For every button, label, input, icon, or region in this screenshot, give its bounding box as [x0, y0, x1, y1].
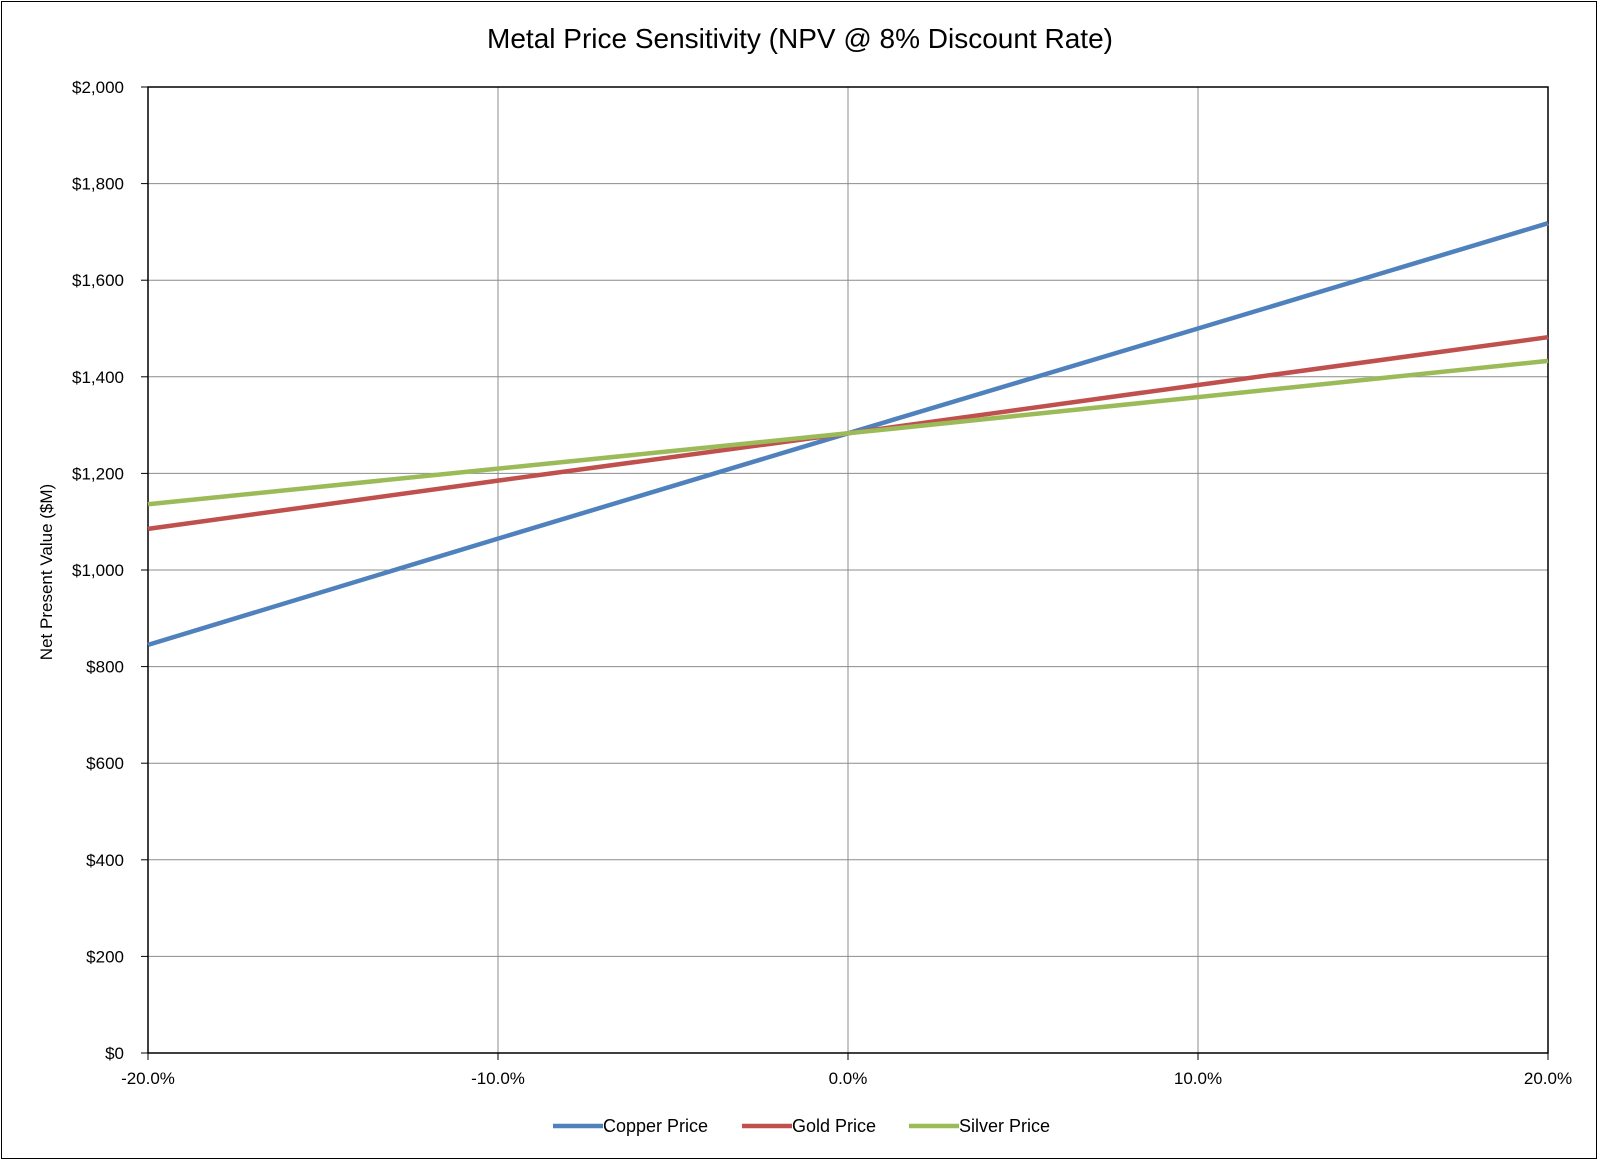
legend-label-gold-price: Gold Price — [792, 1116, 876, 1136]
y-tick-label: $0 — [105, 1044, 124, 1063]
grid — [147, 86, 1549, 1054]
y-tick-label: $1,200 — [72, 464, 124, 483]
x-tick-label: 0.0% — [829, 1069, 868, 1088]
x-axis-ticks: -20.0% -10.0% 0.0% 10.0% 20.0% — [121, 1053, 1572, 1088]
y-axis-label: Net Present Value ($M) — [37, 484, 56, 660]
y-axis-ticks: $0 $200 $400 $600 $800 $1,000 $1,200 $1,400 $1,6… — [72, 78, 148, 1063]
legend-label-copper-price: Copper Price — [603, 1116, 708, 1136]
y-tick-label: $1,800 — [72, 175, 124, 194]
x-tick-label: -20.0% — [121, 1069, 175, 1088]
y-tick-label: $200 — [86, 947, 124, 966]
chart-title: Metal Price Sensitivity (NPV @ 8% Discou… — [487, 23, 1113, 54]
series-lines — [147, 221, 1549, 648]
x-tick-label: -10.0% — [471, 1069, 525, 1088]
legend: Copper Price Gold Price Silver Price — [553, 1116, 1050, 1136]
y-tick-label: $1,000 — [72, 561, 124, 580]
y-tick-label: $1,600 — [72, 271, 124, 290]
series-line-silver-price — [147, 358, 1549, 507]
y-tick-label: $2,000 — [72, 78, 124, 97]
y-tick-label: $800 — [86, 658, 124, 677]
y-tick-label: $400 — [86, 851, 124, 870]
y-tick-label: $600 — [86, 754, 124, 773]
x-tick-label: 10.0% — [1174, 1069, 1222, 1088]
legend-label-silver-price: Silver Price — [959, 1116, 1050, 1136]
x-tick-label: 20.0% — [1524, 1069, 1572, 1088]
y-tick-label: $1,400 — [72, 368, 124, 387]
